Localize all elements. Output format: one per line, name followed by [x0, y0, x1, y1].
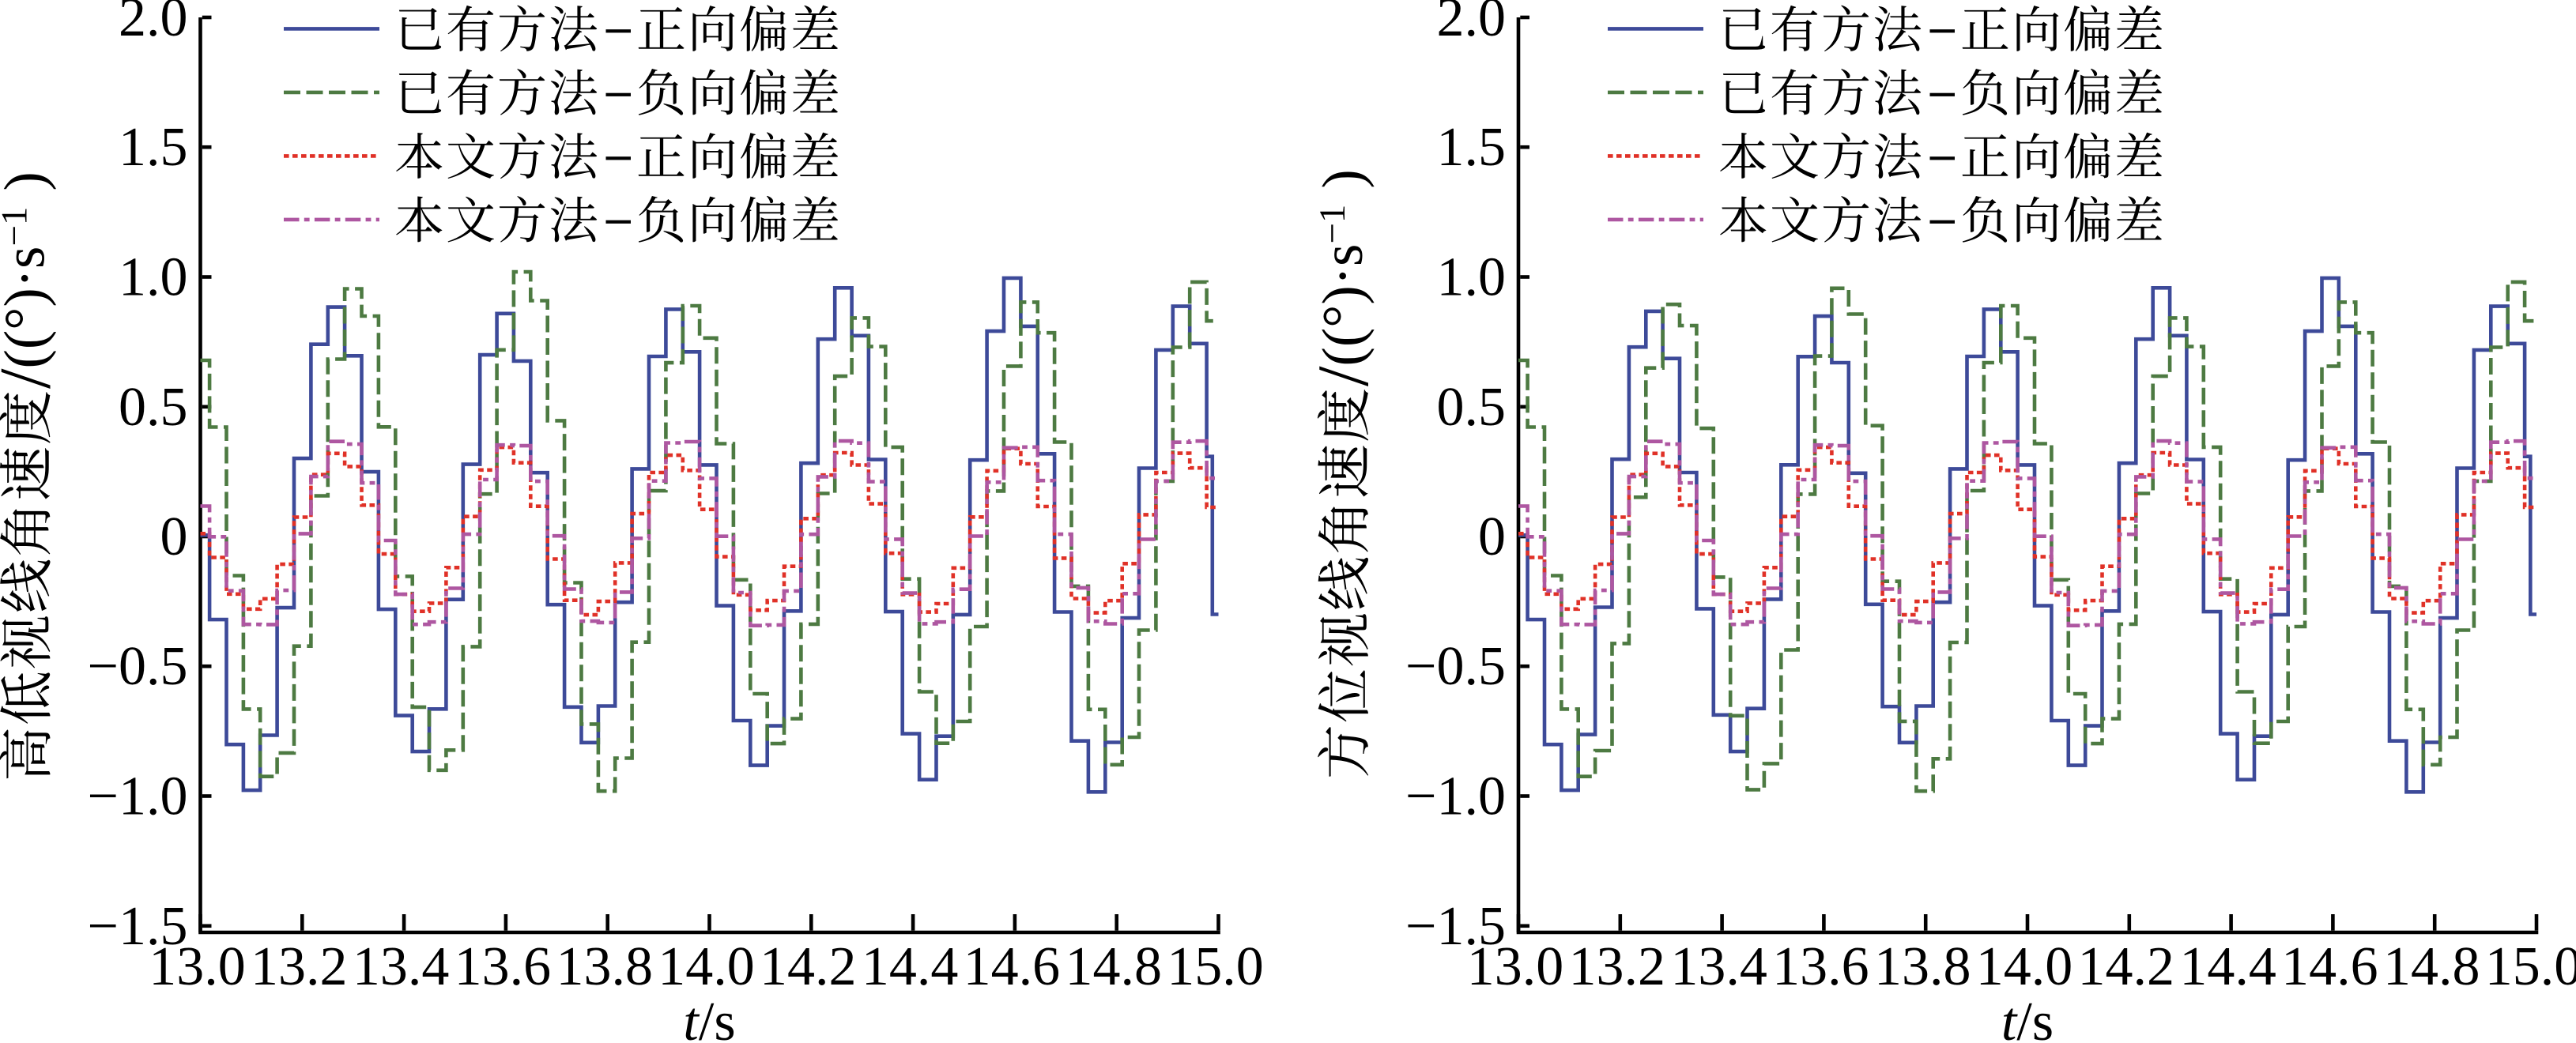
- svg-text:1.0: 1.0: [119, 247, 188, 308]
- svg-text:−1.5: −1.5: [1405, 896, 1506, 957]
- svg-text:−0.5: −0.5: [88, 636, 188, 697]
- svg-text:1.0: 1.0: [1437, 247, 1507, 308]
- svg-text:14.4: 14.4: [2179, 936, 2276, 997]
- svg-text:/((°)·s−1): /((°)·s−1): [1303, 169, 1383, 386]
- svg-text:/((°)·s−1): /((°)·s−1): [0, 171, 66, 389]
- svg-text:14.2: 14.2: [760, 936, 857, 997]
- svg-text:13.4: 13.4: [1670, 936, 1767, 997]
- svg-text:14.6: 14.6: [964, 936, 1061, 997]
- svg-text:13.8: 13.8: [1874, 936, 1971, 997]
- svg-text:14.4: 14.4: [862, 936, 959, 997]
- svg-text:14.8: 14.8: [1065, 936, 1162, 997]
- svg-text:14.2: 14.2: [2078, 936, 2175, 997]
- svg-text:13.2: 13.2: [251, 936, 348, 997]
- svg-text:13.4: 13.4: [353, 936, 450, 997]
- svg-text:0: 0: [1478, 506, 1506, 567]
- svg-text:t/s: t/s: [683, 992, 735, 1043]
- svg-text:0.5: 0.5: [119, 377, 188, 438]
- svg-text:2.0: 2.0: [119, 0, 188, 48]
- svg-text:13.6: 13.6: [1772, 936, 1869, 997]
- svg-text:1.5: 1.5: [1437, 117, 1507, 178]
- svg-text:13.0: 13.0: [1467, 936, 1564, 997]
- svg-text:−1.0: −1.0: [88, 766, 188, 827]
- svg-text:13.8: 13.8: [556, 936, 653, 997]
- svg-text:−1.5: −1.5: [88, 896, 188, 957]
- svg-text:13.2: 13.2: [1569, 936, 1666, 997]
- svg-text:1.5: 1.5: [119, 117, 188, 178]
- svg-text:−1.0: −1.0: [1405, 766, 1506, 827]
- svg-text:14.6: 14.6: [2281, 936, 2378, 997]
- svg-text:14.0: 14.0: [658, 936, 755, 997]
- svg-text:0.5: 0.5: [1437, 377, 1507, 438]
- svg-text:13.6: 13.6: [454, 936, 552, 997]
- svg-text:15.0: 15.0: [1167, 936, 1264, 997]
- svg-text:13.0: 13.0: [149, 936, 246, 997]
- svg-text:−0.5: −0.5: [1405, 636, 1506, 697]
- svg-text:2.0: 2.0: [1437, 0, 1507, 48]
- svg-text:t/s: t/s: [2001, 992, 2054, 1043]
- svg-text:15.0: 15.0: [2485, 936, 2576, 997]
- svg-text:14.8: 14.8: [2383, 936, 2480, 997]
- svg-text:14.0: 14.0: [1976, 936, 2073, 997]
- svg-text:0: 0: [160, 506, 188, 567]
